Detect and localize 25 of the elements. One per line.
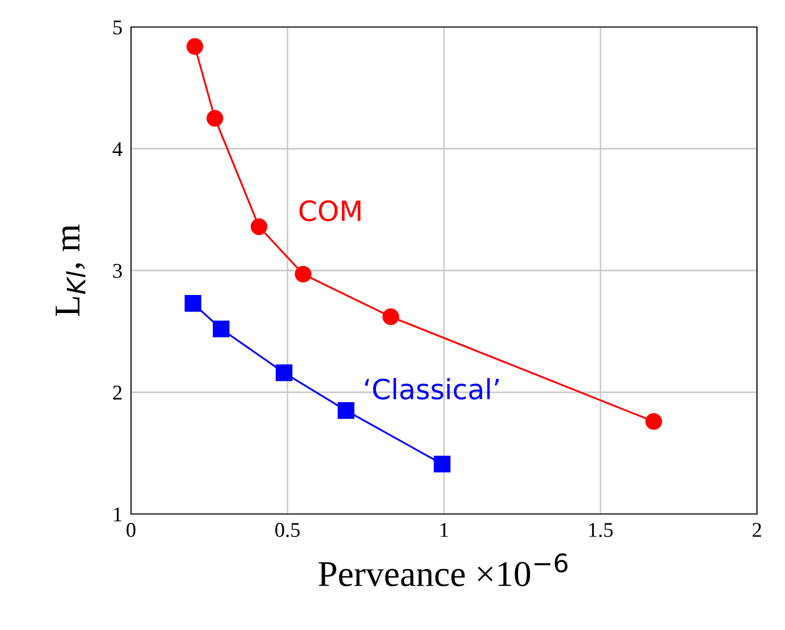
point: [250, 218, 268, 236]
point: [338, 402, 354, 419]
y-tick-label: 1: [114, 507, 122, 522]
x-tick-label: 0: [126, 522, 136, 537]
point: [294, 266, 312, 282]
series-label: ‘Classical’: [365, 378, 499, 400]
x-tick-label: 1.5: [589, 523, 613, 538]
x-tick-label: 1: [440, 523, 448, 537]
point: [184, 295, 202, 312]
point: [276, 364, 292, 382]
point: [206, 110, 224, 127]
point: [212, 320, 230, 338]
point: [645, 413, 662, 430]
series-label: COM: [299, 200, 360, 222]
point: [382, 308, 400, 326]
y-tick-label: 5: [113, 20, 122, 34]
x-axis-title: Perveance ×10$^{−6}$: [318, 553, 568, 586]
point: [434, 456, 450, 472]
y-tick-label: 3: [113, 264, 122, 278]
point: [186, 38, 204, 55]
y-tick-label: 4: [112, 142, 122, 156]
x-tick-label: 0.5: [275, 522, 300, 538]
y-tick-label: 2: [113, 386, 122, 400]
y-axis-title: L$_{Kl}$, m: [56, 224, 86, 316]
x-tick-label: 2: [752, 522, 762, 537]
